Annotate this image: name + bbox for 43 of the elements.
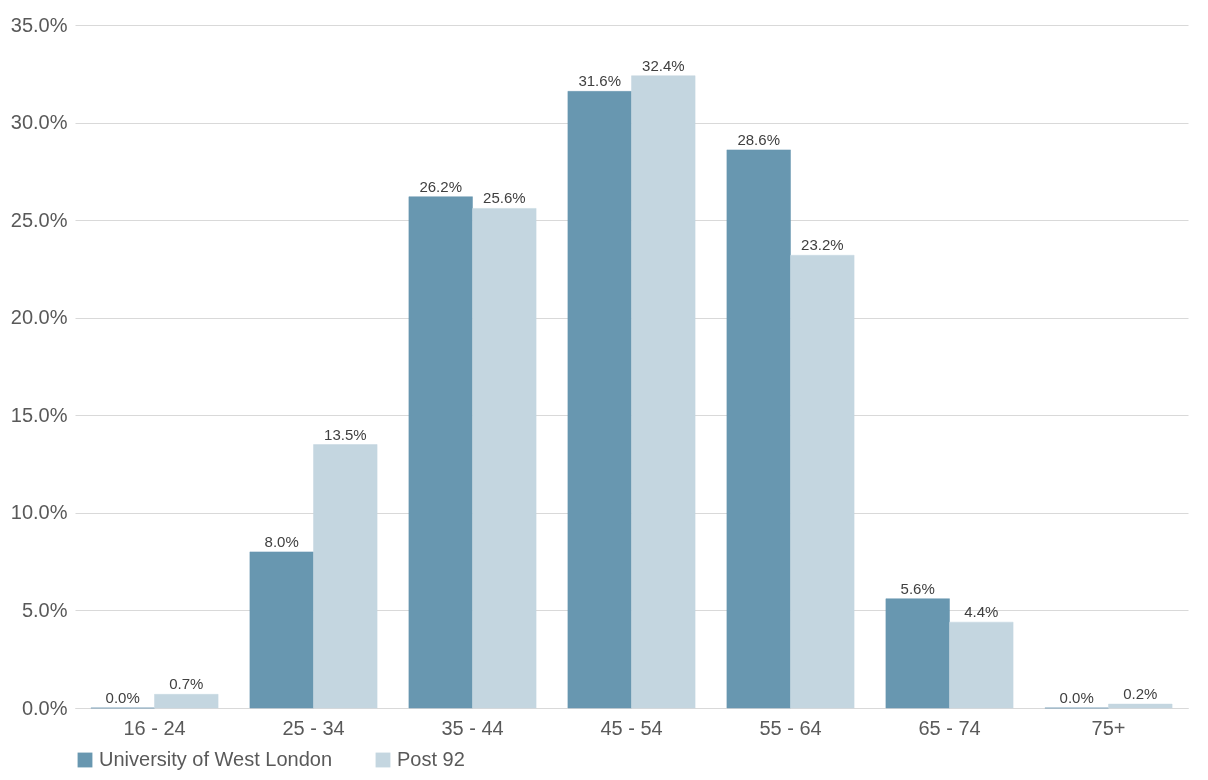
data-label: 13.5% bbox=[324, 425, 367, 443]
data-label: 0.0% bbox=[105, 689, 140, 706]
y-tick-label: 35.0% bbox=[10, 13, 68, 36]
data-label: 5.6% bbox=[900, 579, 935, 597]
bar bbox=[949, 621, 1014, 709]
bar bbox=[631, 75, 696, 709]
legend-label: Post 92 bbox=[397, 748, 465, 770]
data-label: 4.4% bbox=[964, 603, 999, 621]
bar bbox=[313, 444, 378, 709]
x-tick-label: 25 - 34 bbox=[282, 716, 345, 739]
x-tick-label: 65 - 74 bbox=[918, 716, 981, 739]
x-tick-label: 45 - 54 bbox=[600, 716, 663, 739]
bar bbox=[408, 196, 473, 709]
data-label: 31.6% bbox=[578, 72, 621, 90]
y-tick-label: 30.0% bbox=[10, 111, 68, 134]
x-tick-label: 16 - 24 bbox=[123, 716, 186, 739]
y-tick-label: 0.0% bbox=[21, 696, 68, 719]
data-label: 28.6% bbox=[737, 130, 780, 148]
data-label: 23.2% bbox=[801, 236, 844, 254]
data-label: 26.2% bbox=[419, 177, 462, 195]
data-label: 8.0% bbox=[264, 532, 299, 550]
data-label: 0.2% bbox=[1123, 685, 1158, 703]
bar bbox=[885, 598, 950, 709]
bar bbox=[154, 694, 219, 709]
x-tick-label: 55 - 64 bbox=[759, 716, 822, 739]
data-label: 0.0% bbox=[1059, 689, 1094, 706]
x-tick-label: 75+ bbox=[1091, 716, 1126, 739]
y-tick-label: 25.0% bbox=[10, 208, 68, 231]
data-label: 32.4% bbox=[642, 56, 685, 74]
bar bbox=[1108, 703, 1173, 709]
bar bbox=[249, 551, 314, 709]
y-tick-label: 5.0% bbox=[21, 598, 68, 621]
data-label: 25.6% bbox=[483, 189, 526, 207]
y-tick-label: 15.0% bbox=[10, 403, 68, 426]
x-tick-label: 35 - 44 bbox=[441, 716, 504, 739]
legend-label: University of West London bbox=[99, 748, 333, 770]
y-tick-label: 20.0% bbox=[10, 306, 68, 329]
bar bbox=[790, 255, 855, 709]
bar bbox=[567, 91, 632, 709]
data-label: 0.7% bbox=[169, 675, 204, 693]
bar bbox=[726, 149, 791, 709]
bar bbox=[472, 208, 537, 709]
y-tick-label: 10.0% bbox=[10, 501, 68, 524]
